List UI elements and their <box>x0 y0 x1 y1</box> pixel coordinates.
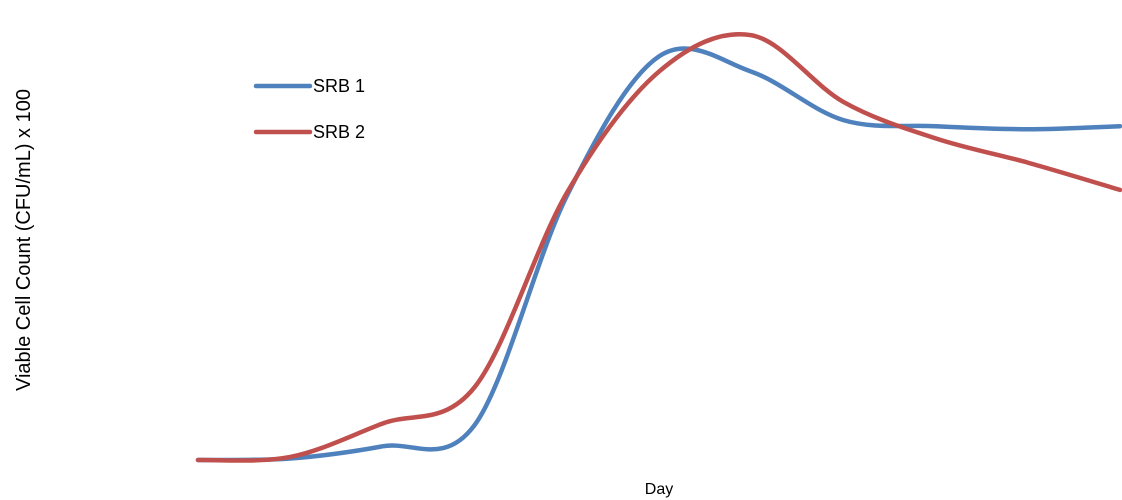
legend: SRB 1 SRB 2 <box>253 76 365 142</box>
series-layer <box>195 32 1122 463</box>
legend-label-2: SRB 2 <box>313 122 365 142</box>
legend-label-1: SRB 1 <box>313 76 365 96</box>
series-line-2 <box>195 32 1122 463</box>
x-axis-label: Day <box>645 481 673 498</box>
y-axis-label: Viable Cell Count (CFU/mL) x 100 <box>13 89 35 391</box>
series-line-1 <box>195 46 1122 463</box>
